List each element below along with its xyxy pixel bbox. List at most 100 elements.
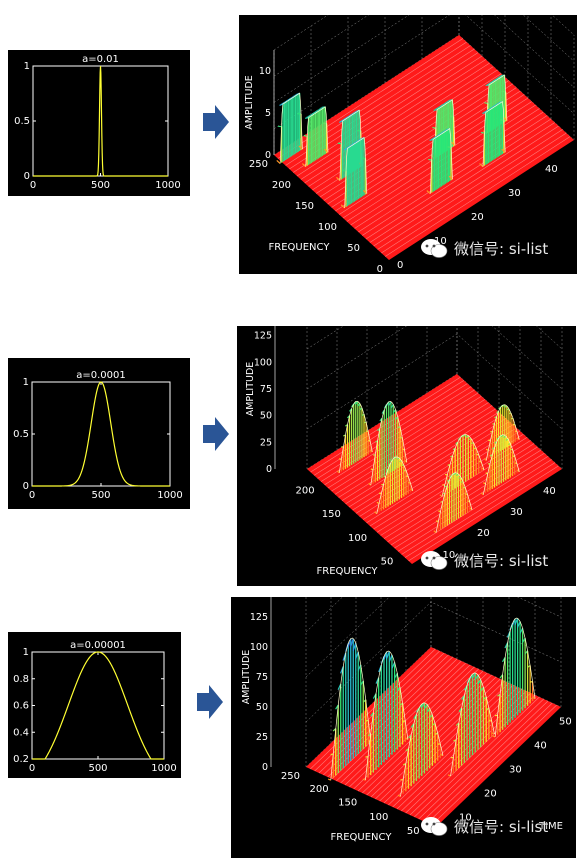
grid-line (306, 326, 563, 390)
peak-cap (447, 146, 452, 148)
time-tick-label: 10 (443, 550, 456, 561)
amplitude-tick-label: 10 (259, 66, 271, 77)
grid-line (273, 15, 575, 77)
gauss-plot-3: a=0.00001 0.2 0.4 0.6 0.8 1 0 500 1000 (8, 632, 181, 778)
watermark-text: 微信号: si-list (454, 817, 549, 836)
peak-crest (370, 401, 408, 486)
peak-cap (423, 704, 428, 709)
frequency-tick-label: 250 (281, 771, 300, 782)
surface-plot-2-svg: 0255075100125150AMPLITUDE50100150200FREQ… (245, 326, 563, 577)
peak-cap (503, 435, 507, 439)
time-tick-label: 10 (434, 236, 447, 247)
ridge-line (408, 465, 559, 562)
peak-cap (451, 141, 456, 146)
peak-cap (338, 458, 342, 461)
peak-cap (447, 774, 451, 777)
ridge-line (352, 414, 503, 511)
peak-crest (339, 109, 363, 181)
peak-cap (435, 520, 439, 523)
peak-cap (485, 448, 489, 451)
peak-cap (395, 416, 399, 420)
peak-cap (383, 475, 386, 478)
y-tick-label: 0.6 (13, 701, 29, 712)
peak-cap (471, 442, 474, 445)
peak-cap (374, 511, 378, 515)
peak-cap (360, 680, 364, 686)
peak-cap (532, 696, 536, 700)
time-tick-label: 40 (543, 486, 556, 497)
ridge-line (344, 664, 471, 786)
peak-crest (338, 400, 373, 473)
peak-cap (397, 794, 401, 797)
frequency-tick-label: 250 (249, 159, 268, 170)
ridge-line (418, 698, 544, 820)
peak-cap (405, 737, 409, 740)
peak-cap (367, 733, 372, 737)
peak-cap (303, 134, 308, 137)
peak-cap (428, 158, 432, 161)
time-tick-label: 0 (397, 260, 403, 271)
peak-crest (482, 434, 520, 495)
peak-cap (391, 662, 396, 669)
peak-cap (396, 457, 400, 460)
gauss-plot-3-svg: a=0.00001 0.2 0.4 0.6 0.8 1 0 500 1000 (13, 640, 177, 774)
amplitude-tick-label: 50 (260, 411, 272, 422)
wechat-icon (420, 815, 448, 837)
peak-cap (388, 401, 392, 406)
time-tick-label: 40 (545, 164, 558, 175)
y-tick-label: 0.8 (13, 674, 29, 685)
peak-cap (483, 458, 487, 461)
peak-cap (448, 175, 453, 180)
peak-cap (483, 482, 486, 485)
spectral-peak (480, 434, 520, 496)
ridge-line (348, 411, 500, 508)
x-tick-label: 1000 (157, 490, 182, 501)
peak-cap (402, 448, 405, 451)
time-axis-label: TIME (538, 821, 563, 832)
ridge-line (431, 704, 557, 826)
peak-cap (433, 530, 437, 534)
frequency-tick-label: 100 (369, 812, 388, 823)
amplitude-tick-label: 75 (260, 384, 272, 395)
arrow-right-icon (203, 417, 229, 455)
ridge-line (388, 684, 514, 806)
y-tick-label: 0.4 (13, 727, 29, 738)
peak-cap (500, 119, 504, 121)
gauss-curve (32, 381, 170, 487)
spectral-peak (397, 702, 444, 797)
grid-line (305, 597, 343, 633)
time-tick-label: 20 (471, 212, 484, 223)
y-tick-label: 1 (24, 61, 30, 72)
peak-cap (456, 473, 459, 477)
peak-cap (508, 412, 512, 415)
gauss-plot-2: a=0.0001 0 0.5 1 0 500 1000 (8, 358, 190, 509)
peak-cap (305, 117, 309, 119)
peak-cap (362, 189, 368, 194)
ridge-line (381, 132, 567, 254)
peak-cap (352, 642, 357, 652)
chart-title: a=0.00001 (70, 640, 126, 651)
time-tick-label: 20 (484, 789, 497, 800)
x-tick-label: 500 (91, 180, 110, 191)
peak-cap (524, 650, 529, 655)
peak-crest (435, 472, 473, 533)
frequency-tick-label: 50 (347, 243, 360, 254)
peak-cap (359, 407, 363, 411)
peak-cap (323, 122, 327, 125)
peak-cap (397, 426, 401, 429)
frequency-tick-label: 200 (296, 485, 315, 496)
peak-crest (482, 100, 506, 167)
gauss-curve (32, 651, 164, 760)
peak-crest (344, 136, 368, 208)
peak-cap (440, 753, 444, 757)
peak-crest (330, 637, 372, 781)
peak-crest (279, 92, 303, 164)
amplitude-tick-label: 0 (262, 762, 268, 773)
peak-cap (390, 404, 394, 409)
amplitude-tick-label: 0 (265, 150, 271, 161)
ridge-line (336, 660, 462, 782)
spectral-peak (340, 136, 368, 209)
peak-cap (330, 753, 334, 756)
peak-cap (432, 126, 436, 129)
peak-cap (480, 131, 485, 134)
